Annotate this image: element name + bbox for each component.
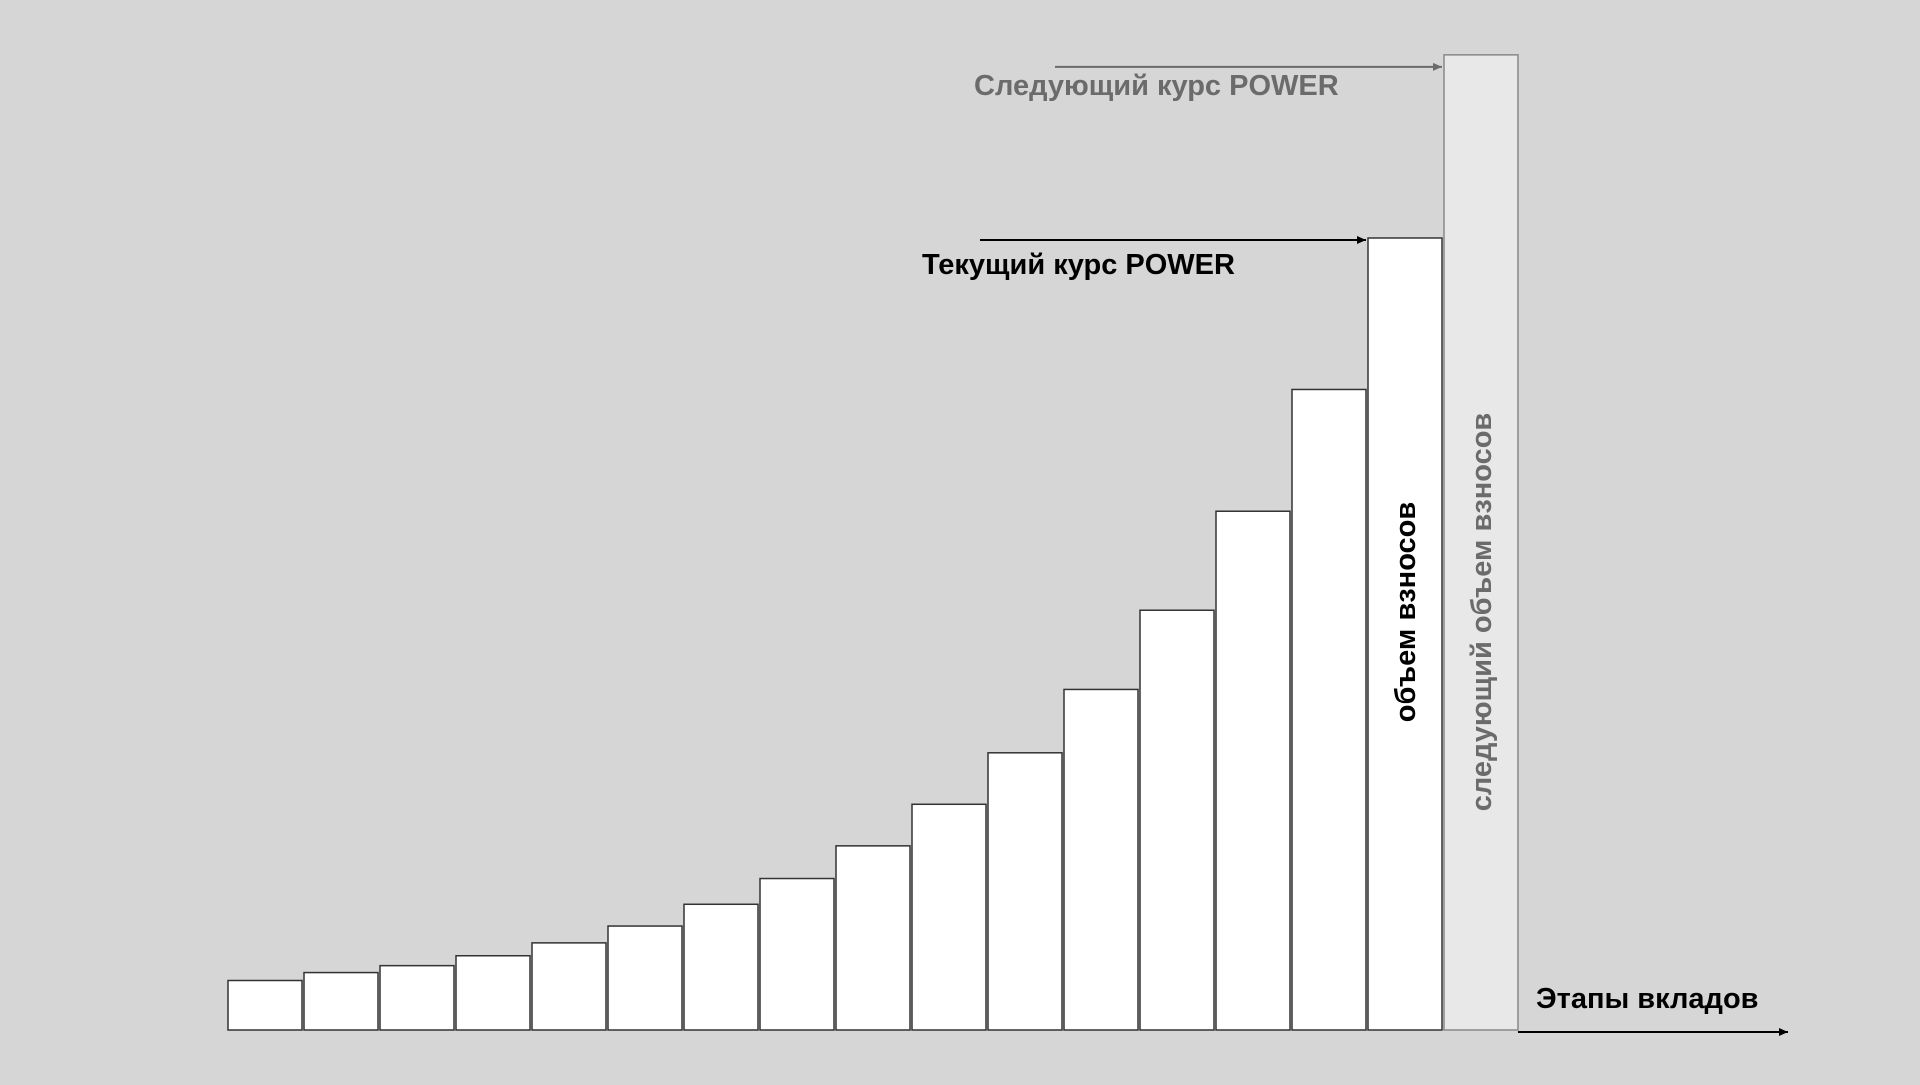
bar-14 [1215, 510, 1291, 1031]
bar-9 [835, 845, 911, 1031]
annotations-group: Следующий курс POWER Текущий курс POWER … [922, 62, 1788, 1036]
bar-12 [1063, 688, 1139, 1031]
bar-13 [1139, 609, 1215, 1031]
bar-5 [531, 942, 607, 1031]
next-contribution-volume-label: следующий объем взносов [1466, 413, 1498, 812]
bar-16 [1367, 237, 1443, 1031]
current-rate-label: Текущий курс POWER [922, 249, 1235, 281]
bars-group [227, 54, 1519, 1031]
bar-1 [227, 979, 303, 1031]
bar-3 [379, 964, 455, 1031]
bar-10 [911, 803, 987, 1031]
next-bar [1443, 54, 1519, 1031]
bar-8 [759, 877, 835, 1031]
bar-15 [1291, 388, 1367, 1031]
bar-11 [987, 752, 1063, 1031]
x-axis-label: Этапы вкладов [1536, 983, 1759, 1015]
bar-7 [683, 903, 759, 1031]
bar-6 [607, 925, 683, 1031]
bar-2 [303, 971, 379, 1031]
contribution-volume-label: объем взносов [1390, 502, 1422, 722]
bar-4 [455, 955, 531, 1031]
next-rate-label: Следующий курс POWER [974, 70, 1339, 102]
